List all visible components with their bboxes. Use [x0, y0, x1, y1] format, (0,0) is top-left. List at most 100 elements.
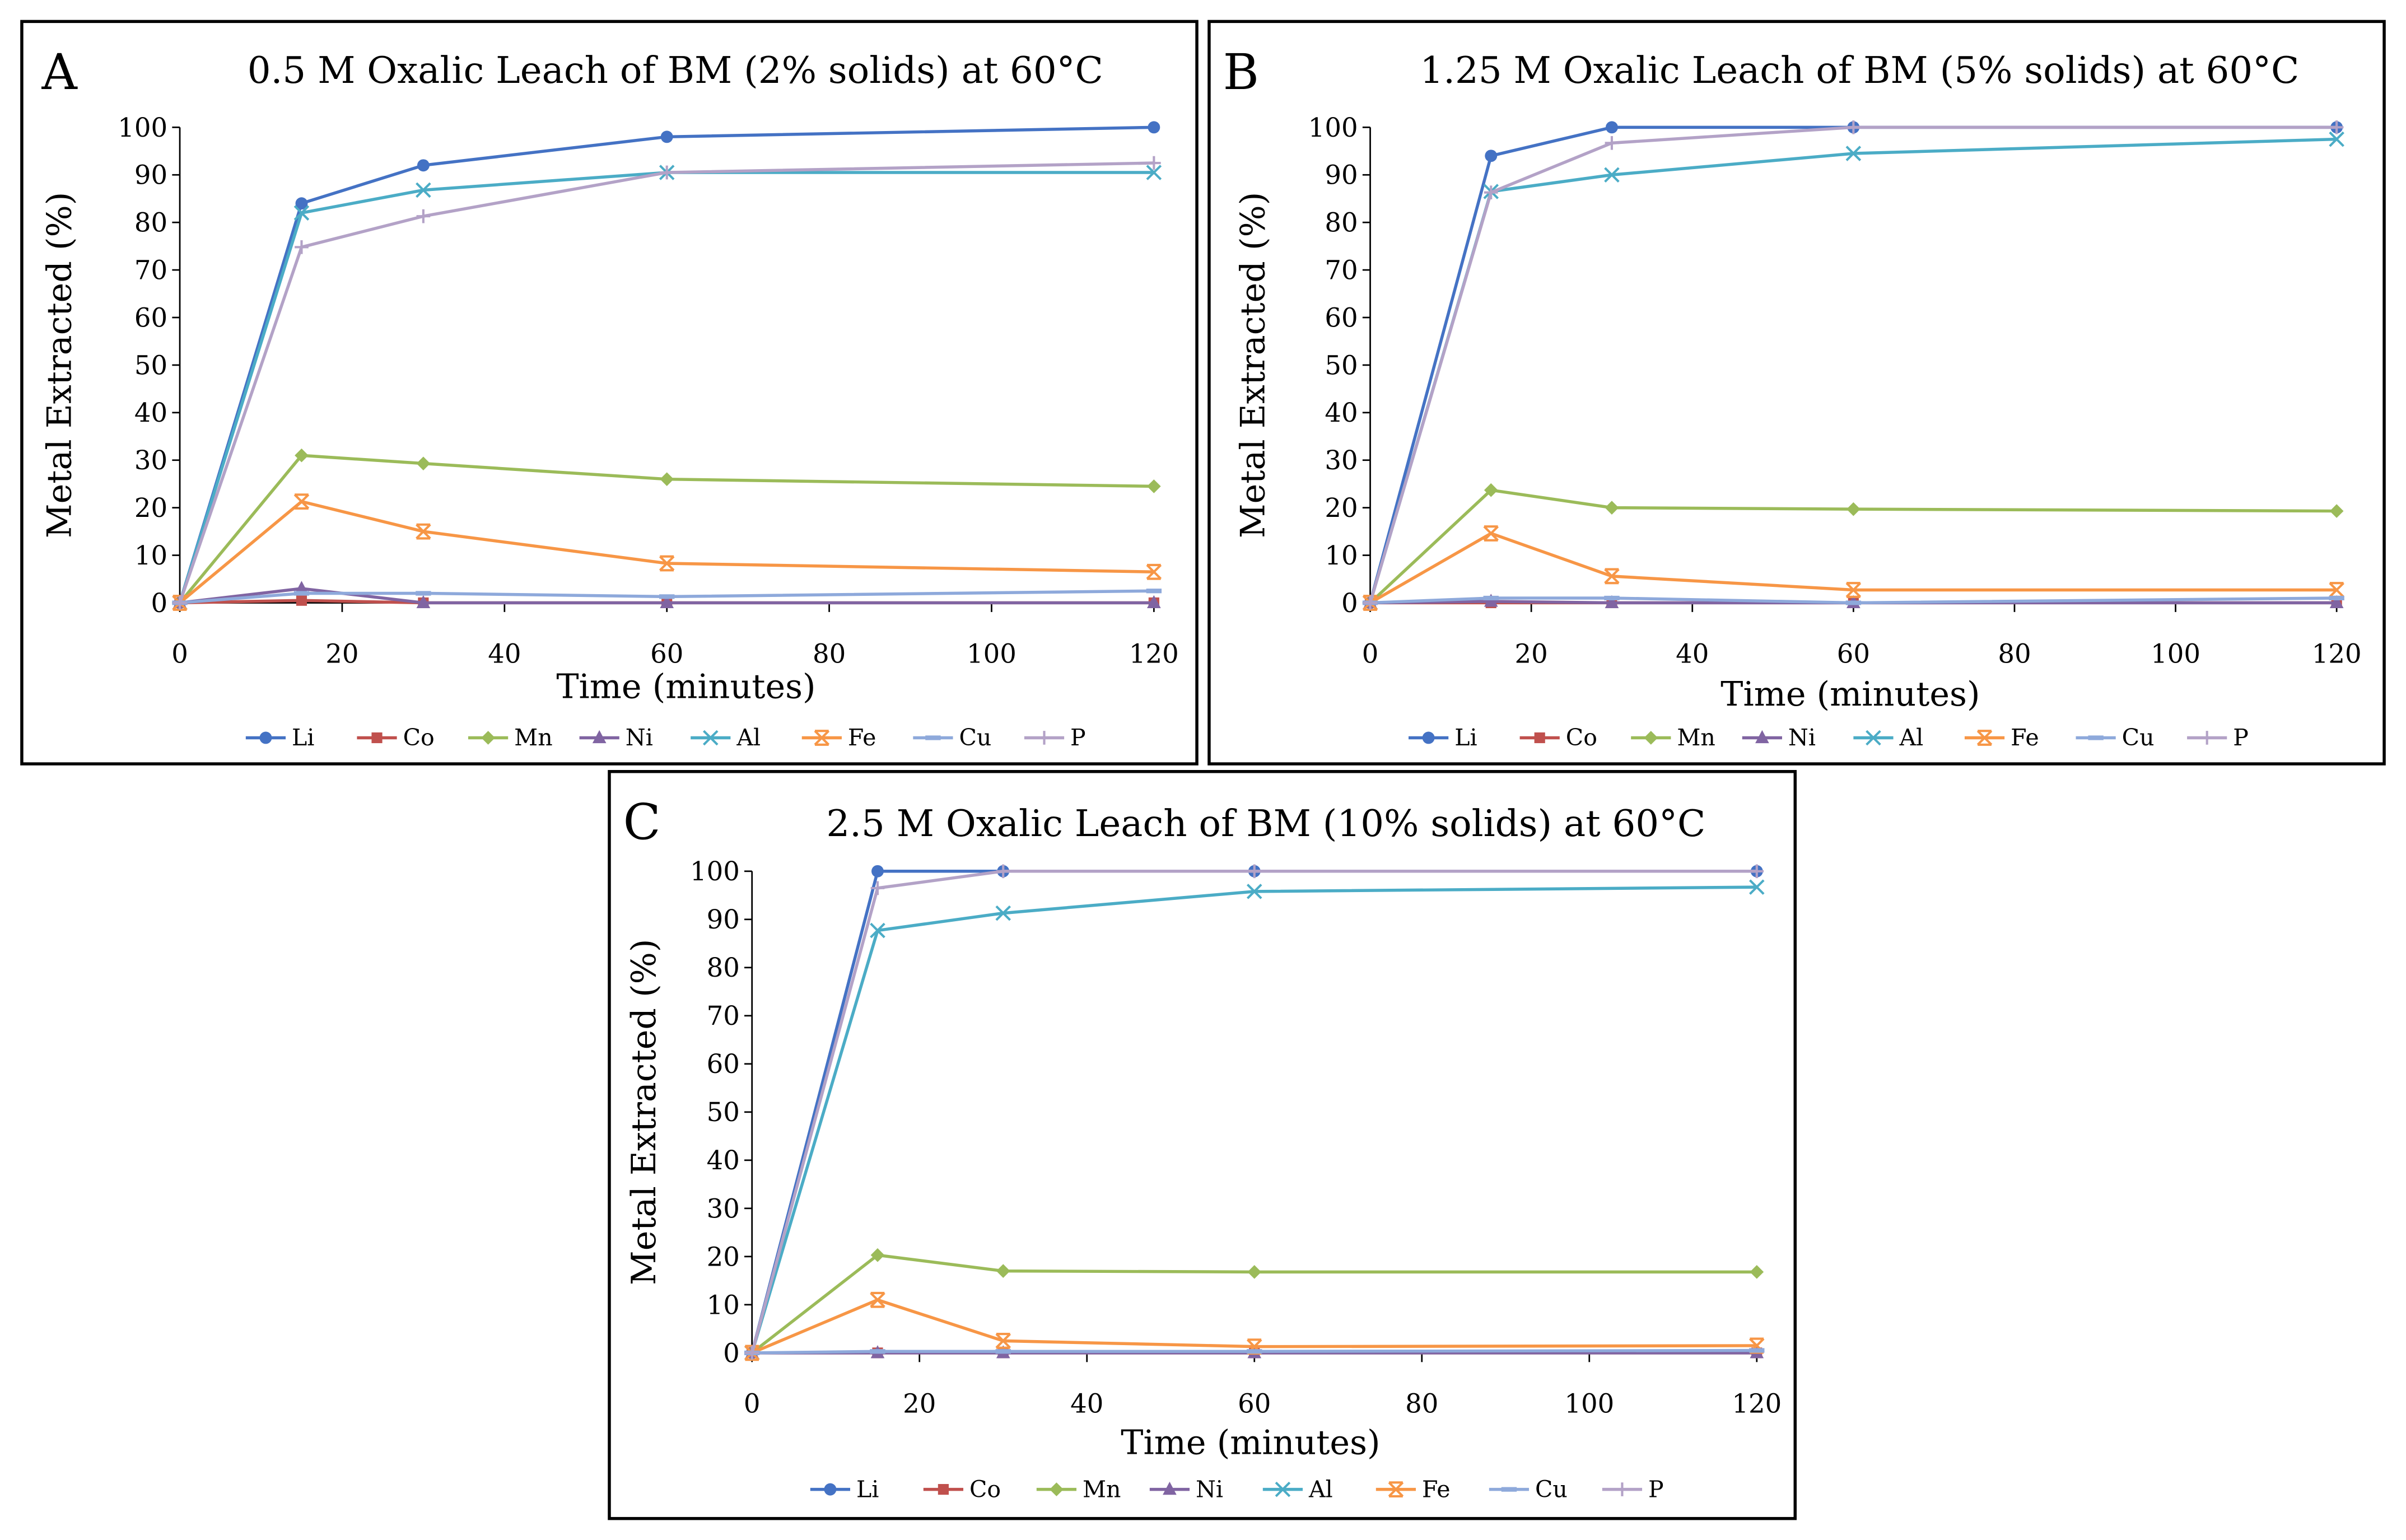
y-tick-label: 90	[134, 160, 167, 190]
data-point-li	[1485, 150, 1498, 162]
legend-marker	[1388, 1481, 1404, 1497]
legend-item-fe: Fe	[1375, 1476, 1451, 1502]
y-tick-label: 50	[707, 1097, 740, 1127]
y-tick-label: 0	[1341, 588, 1358, 618]
data-point-al	[1845, 146, 1862, 161]
y-tick-label: 40	[134, 398, 167, 428]
data-point-p	[2329, 120, 2344, 134]
legend-label: Mn	[514, 724, 553, 751]
legend-label: Fe	[848, 724, 876, 751]
data-point-mn	[660, 472, 674, 487]
x-tick-label: 120	[2312, 638, 2362, 669]
data-point-p	[660, 165, 674, 180]
legend-marker	[2200, 731, 2214, 745]
data-point-fe	[416, 523, 431, 540]
x-axis-label: Time (minutes)	[1121, 1424, 1380, 1463]
legend-label: Li	[292, 724, 314, 751]
x-axis-label: Time (minutes)	[556, 667, 815, 706]
legend-label: Al	[1308, 1476, 1333, 1502]
panel-b: B 1.25 M Oxalic Leach of BM (5% solids) a…	[1207, 20, 2386, 766]
legend-label: Fe	[2011, 724, 2039, 751]
legend-item-p: P	[1602, 1476, 1664, 1502]
data-point-li	[295, 197, 308, 210]
legend-item-co: Co	[923, 1476, 1001, 1502]
legend-item-fe: Fe	[801, 724, 876, 751]
y-tick-label: 10	[707, 1290, 740, 1320]
x-tick-label: 120	[1732, 1389, 1782, 1419]
x-tick-label: 60	[1837, 638, 1870, 669]
data-point-p	[416, 209, 431, 223]
legend-label: Al	[1899, 724, 1924, 751]
legend-item-cu: Cu	[913, 724, 991, 751]
series-p	[1363, 120, 2344, 610]
legend: Li Co Mn Ni Al Fe Cu P	[245, 724, 1086, 751]
y-tick-label: 60	[134, 302, 167, 333]
y-tick-label: 80	[1325, 208, 1358, 238]
y-tick-label: 50	[1325, 350, 1358, 380]
x-axis-label: Time (minutes)	[1720, 675, 1980, 714]
data-point-ni	[2329, 595, 2344, 609]
x-tick-label: 100	[2151, 638, 2200, 669]
data-point-mn	[1605, 501, 1619, 515]
x-tick-label: 100	[967, 638, 1017, 669]
data-point-mn	[1147, 479, 1161, 493]
y-tick-label: 40	[1325, 398, 1358, 428]
data-point-p	[1247, 864, 1262, 879]
legend-item-co: Co	[1519, 724, 1597, 751]
legend: Li Co Mn Ni Al Fe Cu P	[810, 1476, 1664, 1502]
legend-label: Mn	[1083, 1476, 1121, 1502]
data-point-fe	[1146, 563, 1162, 580]
legend-marker	[702, 730, 719, 746]
y-tick-label: 10	[134, 540, 167, 571]
y-tick-label: 100	[690, 856, 740, 886]
legend-item-al: Al	[691, 724, 761, 751]
data-point-co	[296, 595, 307, 606]
y-tick-label: 0	[723, 1338, 740, 1368]
y-tick-label: 70	[707, 1001, 740, 1031]
data-point-li	[1148, 121, 1160, 134]
legend-item-mn: Mn	[468, 724, 553, 751]
y-tick-label: 50	[134, 350, 167, 380]
y-axis-label: Metal Extracted (%)	[1234, 192, 1273, 538]
panel-frame	[608, 770, 1797, 1520]
chart-title: 2.5 M Oxalic Leach of BM (10% solids) at…	[826, 802, 1705, 845]
legend-label: Ni	[1788, 724, 1816, 751]
y-axis-label: Metal Extracted (%)	[40, 192, 80, 538]
series-cu	[744, 1348, 1765, 1355]
y-axis-label: Metal Extracted (%)	[624, 939, 664, 1285]
data-point-mn	[1750, 1265, 1764, 1279]
data-point-p	[1605, 136, 1619, 150]
data-point-mn	[416, 456, 431, 470]
data-point-fe	[1483, 525, 1499, 542]
legend-marker	[1755, 730, 1769, 744]
data-point-li	[871, 865, 884, 878]
data-point-al	[870, 922, 885, 939]
x-tick-label: 20	[903, 1389, 936, 1419]
data-point-p	[1847, 120, 1861, 134]
y-tick-label: 80	[134, 208, 167, 238]
legend-marker	[592, 730, 607, 744]
data-point-al	[1749, 879, 1765, 895]
data-point-ni	[1605, 595, 1619, 609]
x-tick-label: 40	[488, 638, 521, 669]
x-tick-label: 40	[1676, 638, 1709, 669]
data-point-mn	[1484, 483, 1498, 497]
data-point-li	[660, 130, 673, 143]
legend-item-p: P	[2187, 724, 2249, 751]
y-tick-label: 10	[1325, 540, 1358, 571]
data-point-ni	[295, 581, 309, 594]
legend-marker	[814, 730, 830, 746]
data-point-mn	[996, 1264, 1010, 1278]
legend-label: Co	[1566, 724, 1597, 751]
y-tick-label: 30	[707, 1193, 740, 1224]
data-point-fe	[995, 1332, 1011, 1349]
data-point-fe	[2329, 582, 2344, 598]
data-point-li	[1605, 121, 1618, 134]
y-tick-label: 90	[1325, 160, 1358, 190]
legend-item-al: Al	[1853, 724, 1923, 751]
legend-label: Co	[403, 724, 435, 751]
legend-label: Ni	[626, 724, 653, 751]
data-point-p	[172, 596, 187, 610]
data-point-mn	[295, 448, 309, 463]
data-point-p	[1363, 596, 1377, 610]
